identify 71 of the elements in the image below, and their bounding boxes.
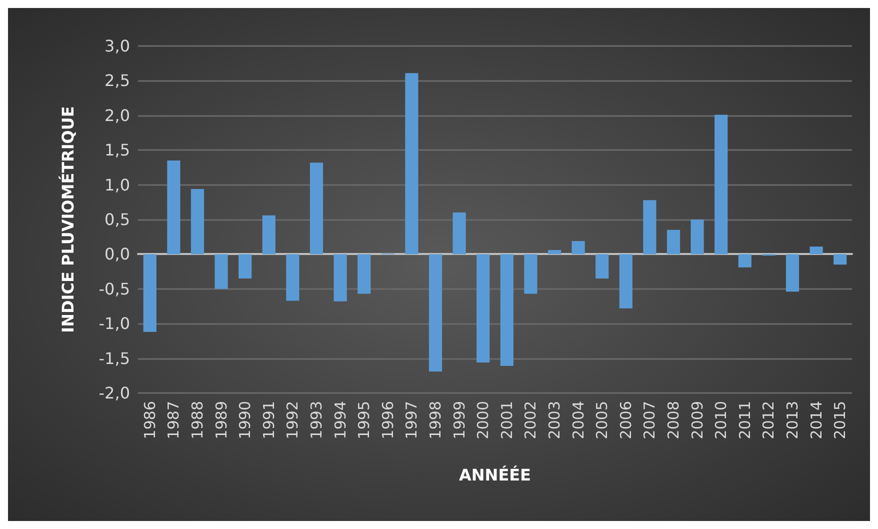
- y-tick-label: 2,0: [104, 106, 130, 125]
- x-tick-label: 2014: [807, 401, 826, 440]
- x-tick-label: 2015: [831, 401, 850, 440]
- y-tick-label: -0,5: [98, 279, 130, 298]
- bar: [572, 241, 585, 254]
- x-tick-label: 2011: [736, 401, 754, 440]
- x-tick-label: 1996: [378, 401, 397, 440]
- bar: [238, 254, 252, 278]
- x-tick-label: 2003: [546, 401, 564, 440]
- x-tick-label: 1992: [284, 401, 302, 440]
- x-tick-label: 1995: [355, 401, 374, 440]
- x-tick-label: 2007: [640, 401, 659, 440]
- y-tick-label: 0,5: [104, 210, 130, 229]
- bar: [666, 230, 680, 254]
- y-tick-label: 0,0: [104, 244, 130, 264]
- x-tick-label: 1986: [140, 401, 159, 440]
- x-tick-label: 1990: [236, 401, 254, 440]
- y-tick-label: -2,0: [98, 384, 130, 402]
- x-tick-label: 2006: [616, 401, 635, 440]
- y-tick-label: 1,0: [104, 175, 130, 194]
- bar: [690, 220, 704, 254]
- x-tick-label: 2013: [784, 401, 802, 440]
- y-tick-label: 3,0: [104, 36, 130, 56]
- bar: [286, 254, 300, 301]
- x-tick-label: 2008: [664, 401, 682, 440]
- x-tick-label: 1997: [402, 401, 421, 440]
- x-axis-title: ANNÉÉE: [459, 466, 531, 484]
- bar: [214, 254, 228, 289]
- x-tick-label: 1999: [450, 401, 468, 440]
- x-tick-label: 1993: [308, 401, 326, 440]
- x-tick-label: 2001: [498, 401, 516, 440]
- y-tick-label: 2,5: [104, 71, 130, 90]
- bar: [834, 254, 847, 265]
- x-tick-label: 2005: [593, 401, 612, 440]
- x-tick-label: 1987: [164, 401, 183, 440]
- x-tick-label: 2010: [712, 401, 730, 440]
- bar: [619, 254, 632, 308]
- x-tick-label: 2004: [569, 401, 588, 440]
- bar: [524, 254, 538, 294]
- bar: [310, 162, 324, 254]
- bar: [190, 188, 204, 254]
- bar: [143, 254, 156, 332]
- bar: [358, 254, 371, 294]
- bar: [476, 254, 490, 362]
- bar: [714, 114, 728, 254]
- bar: [405, 73, 418, 254]
- bar: [262, 215, 276, 254]
- y-axis-title: INDICE PLUVIOMÉTRIQUE: [58, 106, 78, 333]
- bar: [452, 212, 466, 254]
- x-tick-label: 1988: [188, 401, 206, 440]
- x-tick-label: 1998: [426, 401, 444, 440]
- bar: [167, 160, 180, 254]
- x-tick-label: 2000: [474, 401, 492, 440]
- y-tick-label: -1,0: [98, 314, 130, 334]
- x-tick-label: 2009: [688, 401, 706, 440]
- bar: [643, 200, 656, 254]
- bar: [500, 254, 514, 366]
- x-tick-label: 1991: [260, 401, 278, 440]
- bar: [786, 254, 800, 292]
- bar: [334, 254, 347, 302]
- bar: [596, 254, 609, 278]
- x-tick-label: 2002: [522, 401, 540, 440]
- bar: [738, 254, 752, 268]
- bar: [428, 254, 442, 372]
- x-tick-label: 1989: [212, 401, 230, 440]
- x-tick-label: 2012: [760, 401, 778, 440]
- y-tick-label: 1,5: [104, 140, 130, 160]
- y-tick-label: -1,5: [98, 348, 130, 368]
- x-tick-label: 1994: [331, 401, 350, 440]
- bar: [548, 250, 562, 254]
- bar: [810, 246, 823, 254]
